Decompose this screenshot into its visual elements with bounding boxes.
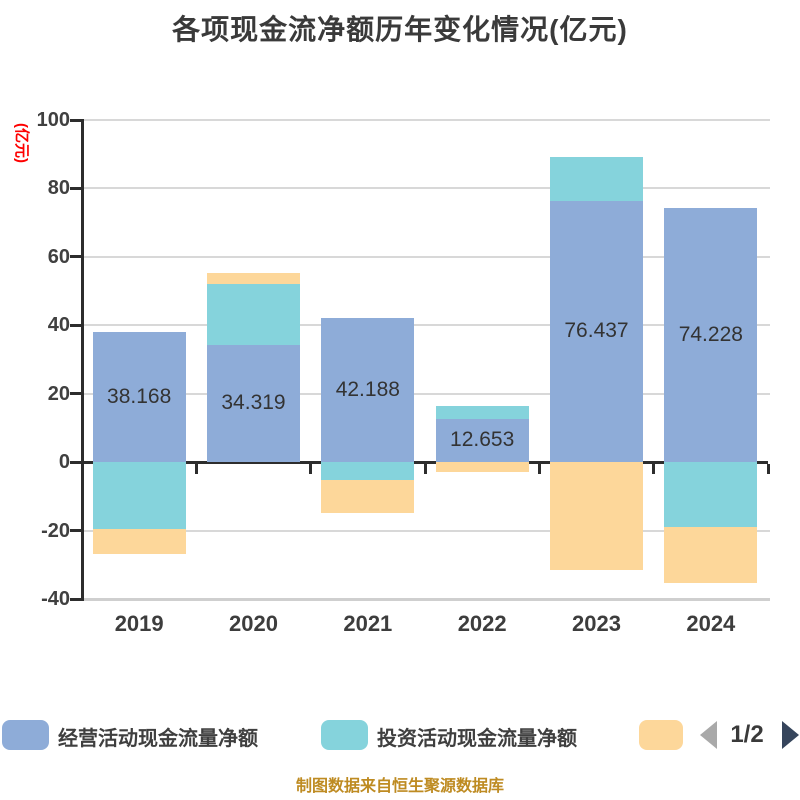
bar-segment — [207, 272, 300, 284]
bar-segment — [92, 331, 186, 463]
bar-segment — [435, 405, 529, 419]
legend-swatch-financing[interactable] — [639, 720, 683, 750]
bar-segment — [92, 462, 186, 529]
y-tick-label: 80 — [47, 177, 70, 200]
y-tick-label: 40 — [47, 314, 70, 337]
gridline — [82, 255, 770, 258]
y-axis-tick — [70, 392, 81, 396]
x-axis-zero-line — [82, 460, 768, 464]
bar-segment — [550, 200, 643, 463]
legend-swatch-operating[interactable] — [2, 720, 49, 750]
y-tick-label: 100 — [36, 109, 70, 131]
bar-segment — [207, 283, 300, 345]
legend-label-operating[interactable]: 经营活动现金流量净额 — [58, 728, 258, 750]
bar-segment — [321, 317, 415, 463]
y-axis-tick — [70, 118, 81, 122]
legend-swatch-investing[interactable] — [321, 720, 368, 750]
bar-segment — [92, 528, 186, 555]
x-axis-tick — [309, 463, 313, 474]
x-tick-label: 2020 — [229, 611, 278, 636]
x-axis-tick — [652, 463, 656, 474]
y-axis-tick — [70, 597, 81, 601]
gridline — [82, 598, 770, 601]
gridline — [82, 392, 770, 395]
x-tick-label: 2021 — [343, 611, 393, 636]
y-axis-tick — [70, 529, 81, 533]
bar-value-label: 74.228 — [678, 323, 743, 347]
x-axis-tick — [537, 463, 541, 474]
bar-segment — [664, 462, 758, 528]
bar-segment — [435, 418, 529, 463]
bar-segment — [550, 462, 643, 571]
bar-segment — [435, 462, 529, 473]
bar-value-label: 76.437 — [564, 319, 629, 343]
gridline — [82, 187, 770, 190]
x-tick-label: 2019 — [114, 611, 164, 636]
legend-next-page-icon[interactable] — [782, 721, 799, 749]
x-axis-tick — [423, 463, 427, 474]
data-source-caption: 制图数据来自恒生聚源数据库 — [295, 778, 504, 795]
x-tick-label: 2022 — [457, 611, 507, 636]
x-tick-label: 2024 — [686, 611, 736, 636]
y-axis-tick — [70, 323, 81, 327]
bar-segment — [207, 344, 300, 463]
y-tick-label: -40 — [41, 588, 70, 610]
y-tick-label: -20 — [41, 519, 70, 542]
y-axis-tick — [70, 255, 81, 259]
bar-value-label: 42.188 — [335, 377, 400, 401]
bar-value-label: 34.319 — [221, 391, 286, 415]
legend-prev-page-icon[interactable] — [700, 721, 717, 749]
chart-legend: 经营活动现金流量净额 投资活动现金流量净额 1/2 — [0, 718, 800, 754]
legend-label-investing[interactable]: 投资活动现金流量净额 — [377, 728, 577, 750]
y-axis-tick — [70, 460, 81, 464]
gridline — [82, 529, 770, 532]
x-tick-label: 2023 — [572, 611, 621, 636]
bar-value-label: 38.168 — [107, 384, 172, 408]
bar-segment — [664, 208, 758, 463]
bar-segment — [550, 157, 643, 201]
chart-title: 各项现金流净额历年变化情况(亿元) — [172, 14, 628, 45]
y-tick-label: 20 — [47, 382, 70, 405]
gridline — [82, 324, 770, 327]
y-tick-label: 0 — [58, 451, 70, 474]
bar-segment — [664, 527, 758, 584]
x-axis-tick — [194, 463, 198, 474]
bar-value-label: 12.653 — [450, 428, 515, 452]
bar-segment — [321, 462, 415, 481]
legend-page-indicator: 1/2 — [730, 721, 764, 748]
x-axis-tick — [766, 463, 770, 474]
bar-segment — [321, 480, 415, 514]
y-tick-label: 60 — [47, 245, 70, 268]
y-axis-tick — [70, 186, 81, 190]
y-axis-line — [80, 118, 84, 601]
gridline — [82, 119, 770, 121]
